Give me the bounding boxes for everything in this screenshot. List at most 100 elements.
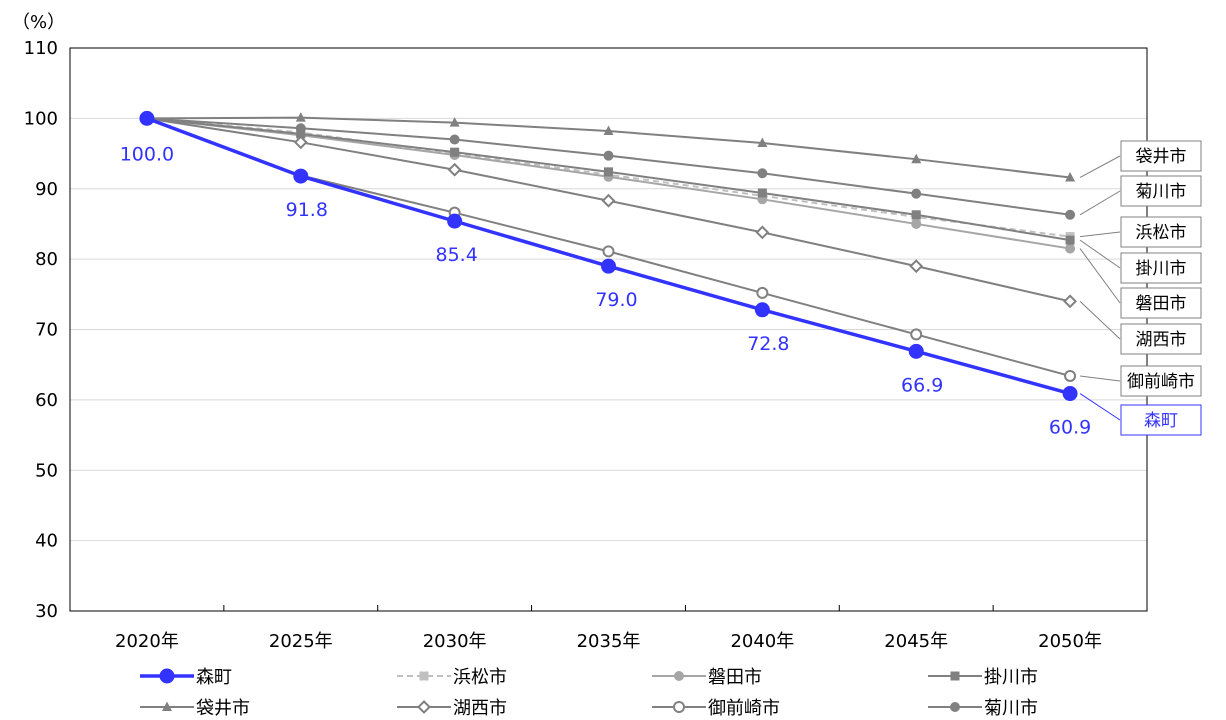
legend-label: 磐田市 bbox=[708, 667, 762, 688]
data-label: 85.4 bbox=[435, 244, 477, 266]
data-point bbox=[757, 188, 767, 198]
data-point bbox=[162, 701, 172, 711]
legend-item-浜松市: 浜松市 bbox=[397, 667, 507, 688]
data-point bbox=[911, 153, 922, 164]
legend-label: 森町 bbox=[196, 667, 232, 688]
data-point bbox=[910, 328, 923, 341]
end-label-掛川市: 掛川市 bbox=[1079, 239, 1202, 284]
legend-item-菊川市: 菊川市 bbox=[928, 698, 1038, 719]
end-label-text: 菊川市 bbox=[1136, 182, 1187, 202]
data-point bbox=[674, 671, 684, 681]
legend-item-森町: 森町 bbox=[140, 667, 232, 688]
x-tick-label: 2020年 bbox=[115, 631, 179, 652]
end-label-text: 湖西市 bbox=[1136, 330, 1187, 350]
data-point bbox=[1065, 171, 1076, 182]
legend-item-袋井市: 袋井市 bbox=[140, 698, 250, 719]
data-point bbox=[1065, 243, 1076, 254]
data-label: 60.9 bbox=[1049, 417, 1091, 439]
legend-item-湖西市: 湖西市 bbox=[397, 698, 507, 719]
leader-line bbox=[1080, 231, 1121, 238]
data-point bbox=[950, 702, 960, 712]
end-label-text: 森町 bbox=[1144, 411, 1178, 431]
series-line bbox=[146, 117, 1071, 250]
end-label-湖西市: 湖西市 bbox=[1079, 300, 1202, 355]
x-tick-label: 2050年 bbox=[1038, 631, 1102, 652]
x-axis-ticks: 2020年 2025年 2030年 2035年 2040年 2045年 2050年 bbox=[115, 605, 1102, 652]
y-tick-label: 50 bbox=[35, 460, 58, 481]
data-point bbox=[950, 671, 960, 681]
data-point bbox=[447, 213, 463, 229]
data-label: 72.8 bbox=[747, 333, 789, 355]
legend-label: 浜松市 bbox=[453, 667, 507, 688]
legend-item-掛川市: 掛川市 bbox=[928, 667, 1038, 688]
data-label: 100.0 bbox=[120, 143, 174, 165]
y-tick-label: 30 bbox=[35, 601, 58, 622]
data-point bbox=[601, 258, 616, 274]
data-point bbox=[1063, 294, 1077, 309]
data-point bbox=[1062, 386, 1078, 402]
leader-line bbox=[1079, 248, 1121, 304]
data-label: 79.0 bbox=[595, 289, 637, 311]
legend-item-御前崎市: 御前崎市 bbox=[652, 698, 780, 719]
y-tick-label: 90 bbox=[35, 179, 58, 200]
series-森町 bbox=[139, 110, 1078, 402]
data-point bbox=[295, 123, 306, 134]
end-label-text: 浜松市 bbox=[1136, 223, 1187, 243]
leader-line bbox=[1079, 239, 1121, 269]
end-label-菊川市: 菊川市 bbox=[1079, 175, 1202, 216]
leader-line bbox=[1079, 190, 1121, 216]
data-point bbox=[908, 343, 924, 359]
data-point bbox=[296, 129, 306, 139]
leader-line bbox=[1079, 393, 1121, 421]
legend-label: 菊川市 bbox=[984, 698, 1038, 719]
data-point bbox=[1064, 369, 1077, 382]
legend-label: 掛川市 bbox=[984, 667, 1038, 688]
data-point bbox=[295, 112, 306, 122]
data-point bbox=[449, 117, 460, 127]
end-label-box bbox=[1120, 323, 1202, 355]
series-lines bbox=[139, 110, 1078, 402]
data-point bbox=[909, 259, 924, 274]
end-label-box bbox=[1120, 287, 1202, 319]
data-point bbox=[139, 110, 155, 126]
end-label-袋井市: 袋井市 bbox=[1079, 140, 1202, 178]
y-axis-ticks: 30 40 50 60 70 80 90 100 110 bbox=[24, 38, 58, 622]
legend-label: 袋井市 bbox=[196, 698, 250, 719]
legend-label: 御前崎市 bbox=[708, 698, 780, 719]
x-tick-label: 2035年 bbox=[577, 631, 641, 652]
x-tick-label: 2030年 bbox=[423, 631, 487, 652]
data-point bbox=[911, 188, 922, 199]
data-label: 66.9 bbox=[901, 374, 943, 396]
data-point bbox=[601, 193, 616, 208]
y-tick-label: 100 bbox=[24, 108, 58, 129]
x-tick-label: 2040年 bbox=[730, 631, 794, 652]
data-point bbox=[450, 147, 460, 157]
data-label: 91.8 bbox=[286, 199, 328, 221]
data-point bbox=[293, 168, 309, 184]
end-label-box bbox=[1120, 252, 1202, 284]
end-label-box bbox=[1120, 404, 1202, 436]
data-point bbox=[293, 135, 308, 150]
end-label-box bbox=[1120, 140, 1202, 172]
y-tick-label: 80 bbox=[35, 249, 58, 270]
data-point bbox=[1065, 235, 1075, 245]
end-label-box bbox=[1120, 175, 1202, 207]
y-axis-unit-label: （%） bbox=[12, 12, 65, 33]
data-point bbox=[911, 218, 922, 229]
data-point bbox=[449, 134, 460, 145]
end-label-森町: 森町 bbox=[1079, 393, 1202, 436]
legend-label: 湖西市 bbox=[453, 698, 507, 719]
data-point bbox=[911, 210, 921, 220]
data-point bbox=[757, 137, 768, 148]
end-label-磐田市: 磐田市 bbox=[1079, 248, 1202, 319]
data-point bbox=[447, 162, 462, 177]
end-label-浜松市: 浜松市 bbox=[1080, 216, 1202, 248]
series-菊川市 bbox=[141, 113, 1076, 220]
data-point bbox=[159, 668, 175, 684]
y-tick-label: 40 bbox=[35, 531, 58, 552]
y-tick-label: 70 bbox=[35, 320, 58, 341]
end-label-text: 御前崎市 bbox=[1127, 372, 1195, 392]
data-point bbox=[419, 671, 429, 681]
